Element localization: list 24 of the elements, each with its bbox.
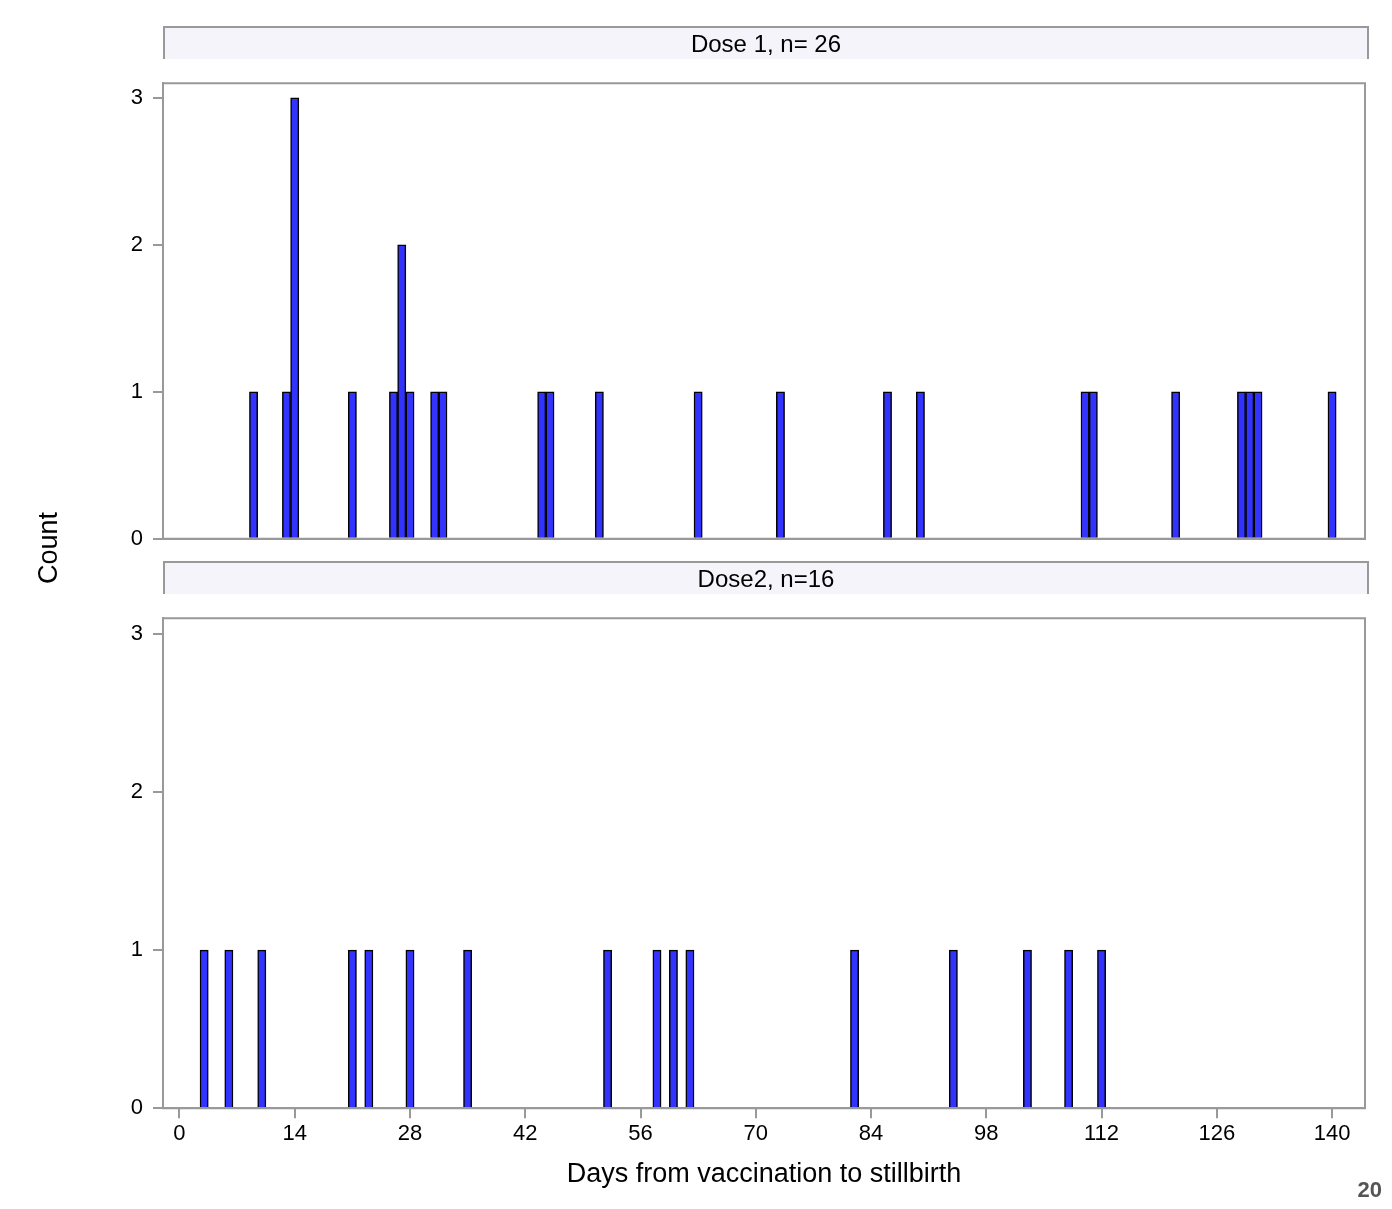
y-tick-label: 1 bbox=[130, 377, 143, 403]
y-tick-label: 3 bbox=[130, 83, 143, 109]
chart-title: Dose2, n=16 bbox=[163, 561, 1369, 594]
x-axis-title: Days from vaccination to stillbirth bbox=[566, 1158, 962, 1189]
y-axis-title: Count bbox=[32, 511, 64, 585]
x-tick-label: 14 bbox=[282, 1120, 307, 1146]
x-tick-label: 140 bbox=[1313, 1120, 1351, 1146]
x-tick-label: 42 bbox=[513, 1120, 538, 1146]
y-tick-label: 1 bbox=[130, 936, 143, 962]
x-tick-label: 84 bbox=[858, 1120, 884, 1146]
x-tick-label: 70 bbox=[743, 1120, 769, 1146]
y-tick-label: 3 bbox=[130, 620, 143, 646]
y-tick-label: 2 bbox=[130, 230, 143, 256]
x-tick-label: 112 bbox=[1084, 1120, 1120, 1146]
text: 20 bbox=[1357, 1177, 1382, 1203]
x-tick-label: 126 bbox=[1198, 1120, 1236, 1146]
chart-title: Dose 1, n= 26 bbox=[163, 26, 1369, 59]
y-tick-label: 0 bbox=[130, 1094, 143, 1120]
x-tick-label: 56 bbox=[628, 1120, 653, 1146]
x-tick-label: 0 bbox=[173, 1120, 186, 1146]
x-tick-label: 28 bbox=[397, 1120, 423, 1146]
y-tick-label: 0 bbox=[130, 524, 143, 550]
x-tick-label: 98 bbox=[974, 1120, 999, 1146]
y-tick-label: 2 bbox=[130, 778, 143, 804]
